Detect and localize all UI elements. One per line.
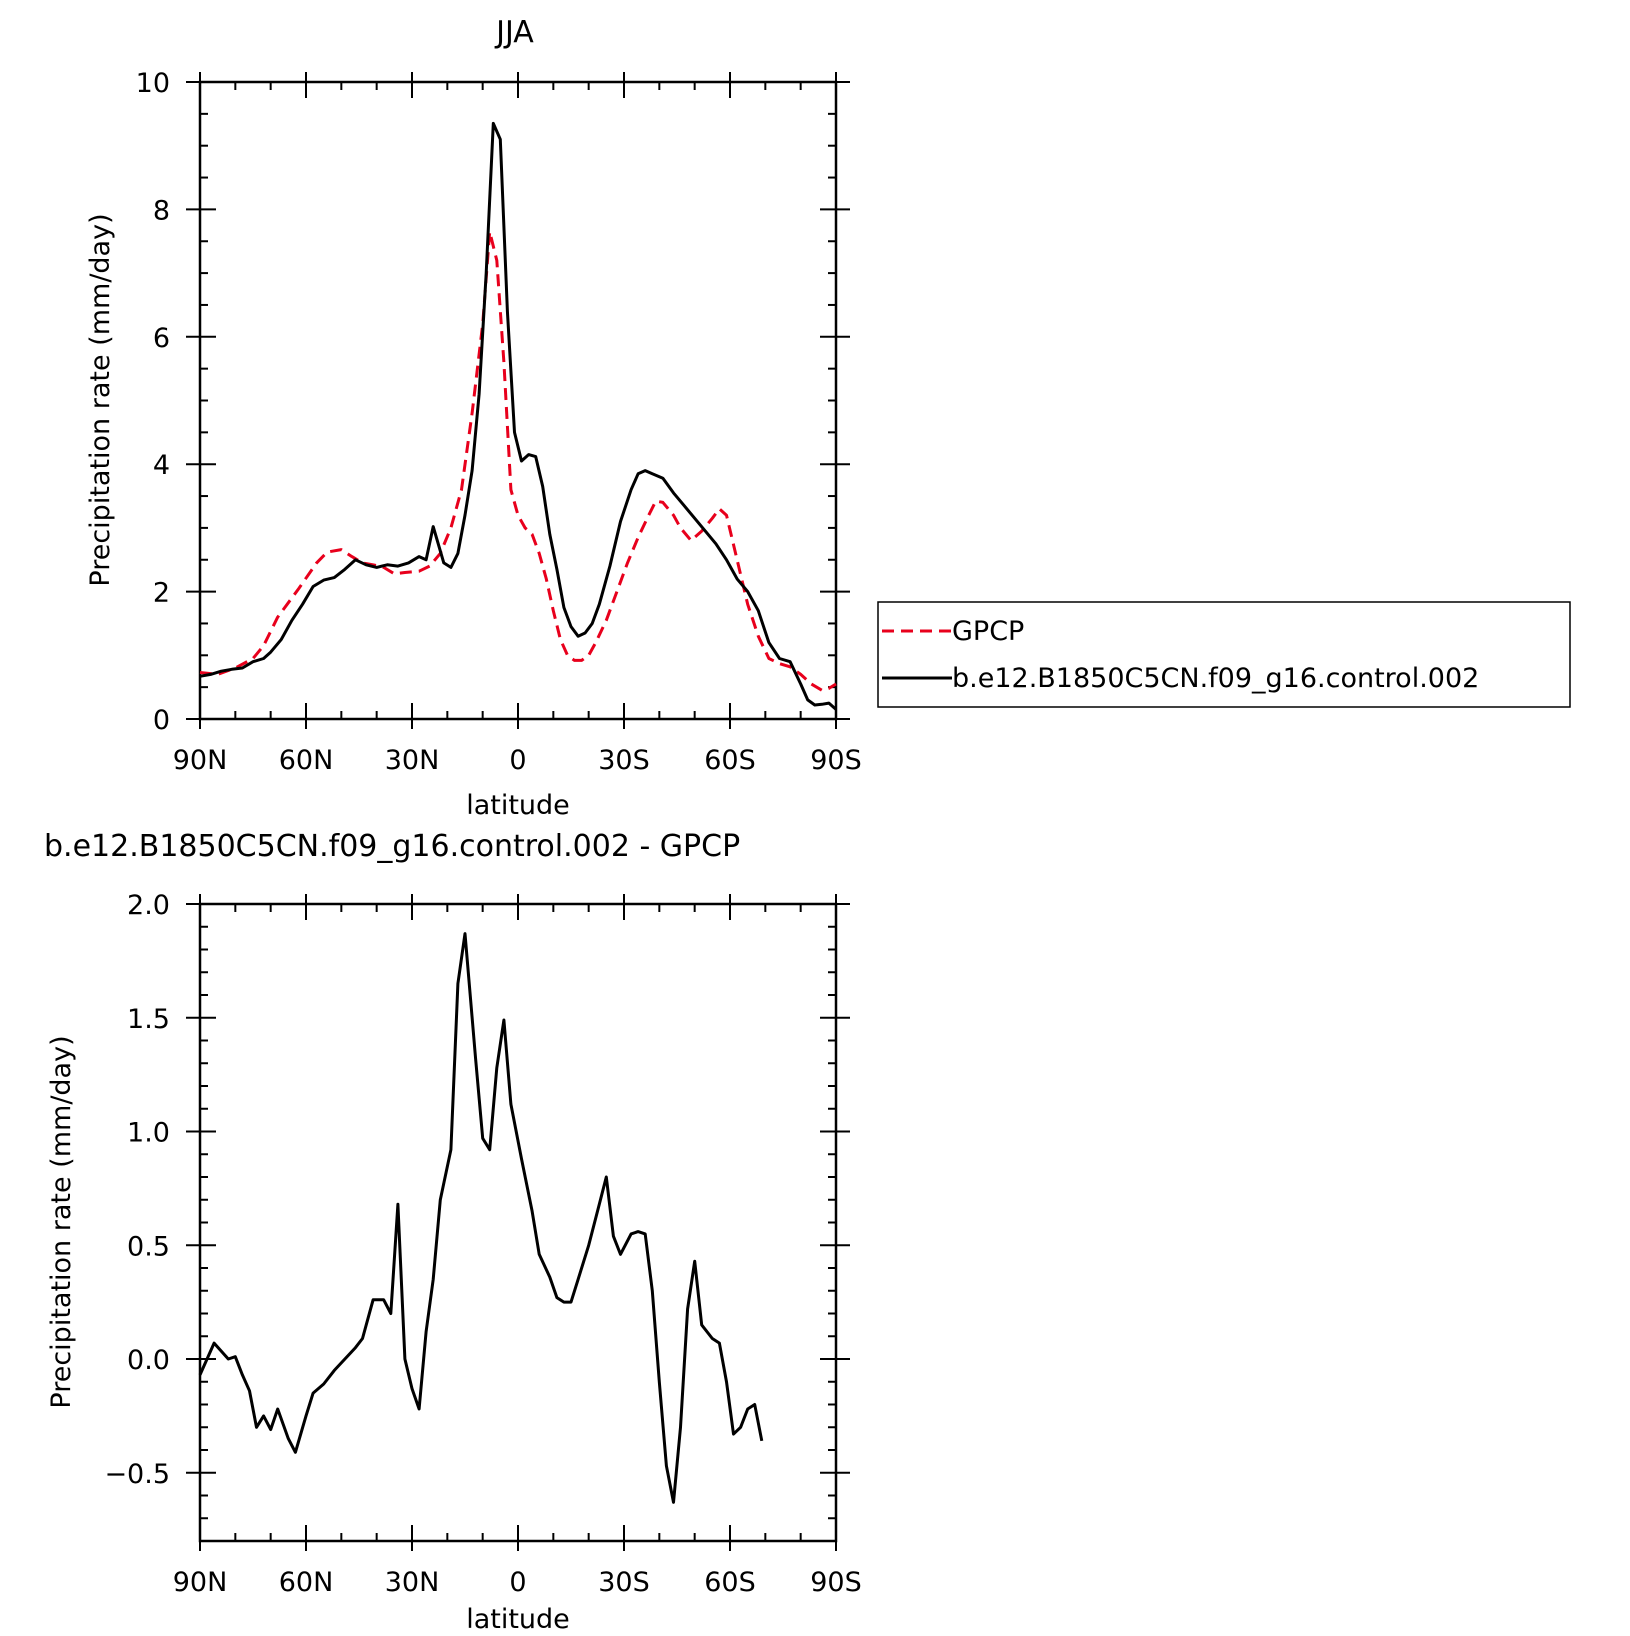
bottom-y-tick-label: 0.5 [127, 1231, 170, 1262]
top-y-tick-label: 6 [153, 323, 170, 354]
bottom-x-tick-label: 0 [509, 1567, 526, 1598]
top-x-tick-label: 90N [173, 745, 228, 776]
top-x-tick-label: 30S [598, 745, 650, 776]
bottom-series-group [198, 932, 764, 1504]
bottom-y-tick-label: 0.0 [127, 1345, 170, 1376]
top-x-tick-label: 60N [279, 745, 334, 776]
legend-label-gpcp: GPCP [952, 616, 1024, 647]
top-x-tick-label: 0 [509, 745, 526, 776]
top-y-tick-label: 0 [153, 705, 170, 736]
bottom-x-tick-label: 90N [173, 1567, 228, 1598]
legend: GPCP b.e12.B1850C5CN.f09_g16.control.002 [877, 601, 1571, 708]
bottom-x-tick-label: 60S [704, 1567, 756, 1598]
top-axis-ticks: 90N 60N 30N 0 30S 60S 90S 0 2 4 6 8 10 [136, 68, 862, 776]
bottom-y-tick-label: 1.0 [127, 1118, 170, 1149]
top-y-tick-label: 10 [136, 68, 170, 99]
bottom-axis-ticks: 90N 60N 30N 0 30S 60S 90S −0.5 0.0 0.5 1.0 1.5 2.0 [104, 890, 861, 1598]
top-x-tick-label: 90S [810, 745, 862, 776]
top-x-tick-label: 30N [385, 745, 440, 776]
top-y-axis-label: Precipitation rate (mm/day) [85, 213, 116, 586]
bottom-x-tick-label: 90S [810, 1567, 862, 1598]
bottom-series-line-0 [198, 932, 764, 1504]
bottom-x-axis-label: latitude [466, 1604, 570, 1631]
bottom-plot-frame [198, 902, 838, 1543]
top-series-line-gpcp [199, 230, 837, 692]
bottom-chart-panel: b.e12.B1850C5CN.f09_g16.control.002 - GP… [44, 829, 862, 1635]
top-y-tick-label: 8 [153, 195, 170, 226]
bottom-chart-title: b.e12.B1850C5CN.f09_g16.control.002 - GP… [44, 829, 740, 864]
top-chart-title: JJA [494, 15, 534, 50]
legend-box [877, 601, 1571, 708]
bottom-y-tick-label: −0.5 [104, 1459, 170, 1490]
bottom-y-tick-label: 2.0 [127, 890, 170, 921]
top-series-line-b-e12-b1850c5cn-f09-g16-control-002 [199, 121, 837, 711]
legend-label-model: b.e12.B1850C5CN.f09_g16.control.002 [952, 663, 1479, 694]
bottom-x-tick-label: 30S [598, 1567, 650, 1598]
top-y-tick-label: 2 [153, 578, 170, 609]
bottom-x-tick-label: 60N [279, 1567, 334, 1598]
top-plot-frame [198, 80, 838, 721]
top-y-tick-label: 4 [153, 450, 170, 481]
bottom-x-tick-label: 30N [385, 1567, 440, 1598]
bottom-y-tick-label: 1.5 [127, 1004, 170, 1035]
bottom-y-axis-label: Precipitation rate (mm/day) [46, 1035, 77, 1408]
top-x-tick-label: 60S [704, 745, 756, 776]
top-series-group [199, 121, 837, 711]
top-x-axis-label: latitude [466, 790, 570, 821]
